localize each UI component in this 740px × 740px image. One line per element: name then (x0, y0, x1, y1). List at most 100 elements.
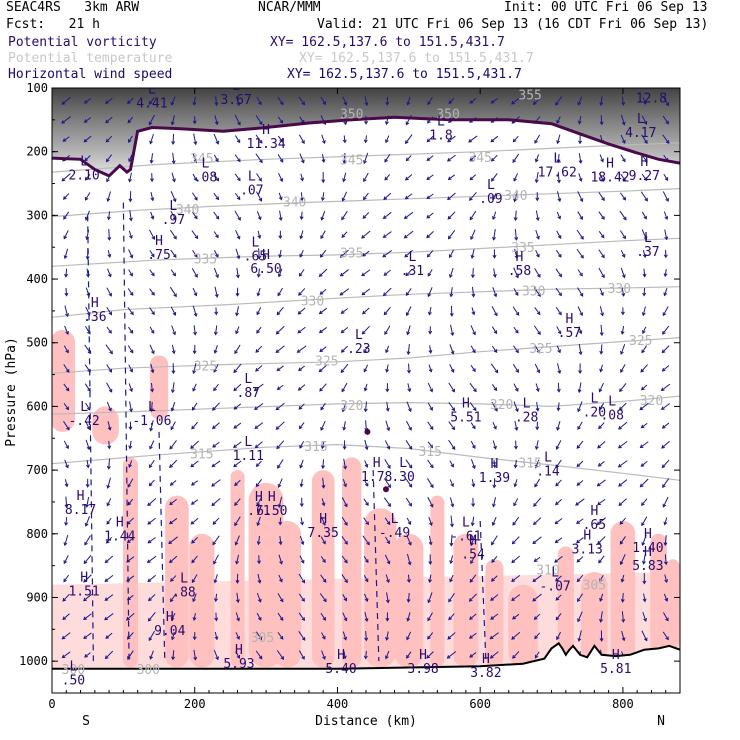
wind-vector (365, 630, 367, 641)
wind-vector (85, 174, 91, 181)
wind-vector (320, 536, 326, 544)
wind-vector-head (129, 368, 134, 373)
wind-vector (491, 556, 498, 563)
wind-vector (108, 458, 111, 469)
wind-vector-head (600, 312, 605, 317)
wind-vector (169, 459, 178, 468)
wind-vector-head (149, 655, 154, 660)
wind-vector-head (558, 292, 562, 297)
wind-vector-head (426, 234, 431, 239)
wind-vector-head (580, 235, 584, 240)
wind-vector (406, 535, 412, 546)
wind-vector (383, 231, 392, 238)
pv-blob (382, 486, 389, 493)
wind-vector (277, 612, 284, 621)
wind-vector (662, 365, 670, 372)
wind-vector (363, 152, 369, 164)
wind-vector-head (322, 635, 326, 640)
wind-vector-head (65, 464, 69, 469)
wind-vector-head (146, 559, 151, 564)
x-tick-label: 400 (327, 697, 349, 711)
field-name-theta: Potential temperature (8, 51, 173, 66)
wind-vector-head (534, 179, 539, 184)
wind-vector (535, 459, 540, 468)
wind-vector (149, 269, 155, 276)
extreme-marker: L.65 (244, 235, 267, 264)
wind-vector (599, 574, 604, 582)
wind-vector-head (469, 176, 474, 181)
wind-vector (386, 631, 389, 640)
wind-vector-head (600, 234, 605, 239)
wind-vector-head (386, 579, 390, 584)
extreme-kind: L (462, 516, 470, 531)
wind-vector-head (168, 520, 173, 525)
wind-vector-head (343, 101, 348, 106)
wind-vector (319, 268, 328, 277)
wind-vector (557, 382, 560, 392)
wind-vector-head (534, 464, 539, 469)
wind-vector (105, 632, 113, 639)
extreme-value: 1.40 (632, 541, 663, 556)
wind-vector-head (471, 483, 476, 488)
wind-vector (256, 96, 262, 105)
wind-vector-head (106, 484, 111, 489)
wind-vector (105, 650, 114, 659)
wind-vector (426, 135, 434, 143)
wind-vector (148, 630, 155, 641)
extreme-marker: H3.13 (572, 528, 603, 557)
wind-vector-head (300, 521, 304, 526)
wind-vector (234, 479, 241, 486)
wind-vector-head (256, 311, 260, 316)
x-tick-label: 800 (612, 697, 634, 711)
wind-vector-head (644, 140, 648, 145)
wind-vector-head (428, 330, 433, 335)
wind-vector (277, 116, 283, 124)
wind-vector (126, 612, 135, 621)
wind-vector (254, 422, 264, 429)
wind-vector (321, 516, 326, 526)
extreme-marker: L3.67 (220, 88, 251, 108)
wind-vector (170, 269, 176, 276)
wind-vector-head (237, 177, 241, 182)
extreme-kind: L (148, 83, 156, 98)
wind-vector (407, 593, 410, 602)
wind-vector-head (150, 253, 155, 258)
terrain-line (52, 641, 680, 670)
wind-vector (621, 325, 625, 335)
wind-vector-head (62, 196, 67, 200)
wind-vector (448, 402, 455, 411)
wind-vector (151, 401, 153, 412)
wind-vector-head (237, 121, 241, 126)
extreme-kind: L (399, 456, 407, 471)
wind-vector (257, 536, 261, 545)
wind-vector (406, 420, 412, 431)
wind-vector (597, 479, 606, 487)
wind-vector-head (85, 464, 90, 469)
extreme-value: 18.42 (590, 171, 629, 186)
wind-vector-head (257, 235, 262, 239)
contour-label: 315 (190, 448, 213, 463)
wind-vector (63, 403, 69, 410)
wind-vector-head (151, 236, 156, 240)
wind-vector-head (212, 541, 216, 546)
wind-vector (320, 249, 327, 258)
wind-vector (427, 612, 433, 621)
extreme-value: 4.17 (625, 126, 656, 141)
wind-vector (104, 594, 114, 601)
wind-vector (341, 382, 348, 392)
wind-vector (128, 383, 133, 392)
wind-vector (470, 345, 476, 353)
wind-vector (190, 440, 199, 449)
wind-vector-head (194, 196, 198, 201)
extreme-kind: L (551, 565, 559, 580)
wind-vector (535, 171, 539, 183)
wind-vector (64, 305, 69, 317)
wind-vector-head (426, 157, 431, 162)
wind-vector (576, 518, 584, 524)
wind-vector-head (280, 656, 285, 660)
wind-vector (513, 173, 519, 182)
wind-vector (150, 153, 154, 163)
wind-vector-head (429, 426, 434, 431)
wind-vector-head (191, 579, 196, 584)
wind-vector-head (557, 349, 561, 354)
